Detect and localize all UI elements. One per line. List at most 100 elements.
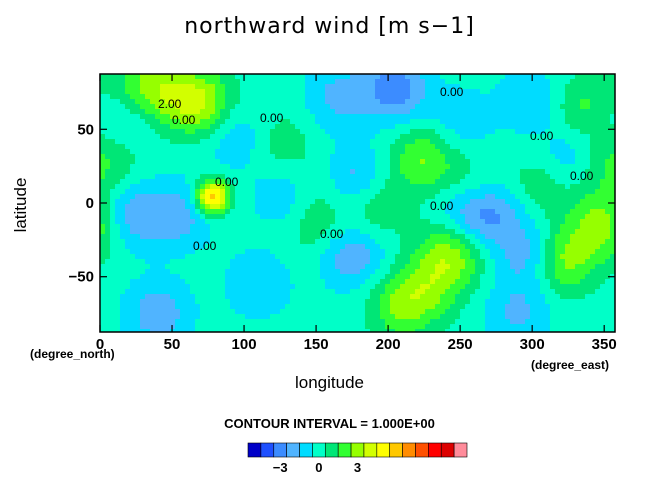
field-cell [420,169,426,175]
field-cell [215,204,221,210]
field-cell [335,189,341,195]
field-cell [530,309,536,315]
field-cell [405,249,411,255]
field-cell [395,284,401,290]
field-cell [425,159,431,165]
field-cell [135,109,141,115]
field-cell [290,149,296,155]
field-cell [285,274,291,280]
field-cell [325,269,331,275]
field-cell [540,294,546,300]
field-cell [405,159,411,165]
field-cell [285,144,291,150]
field-cell [150,289,156,295]
field-cell [330,174,336,180]
field-cell [535,304,541,310]
field-cell [465,119,471,125]
field-cell [200,204,206,210]
field-cell [280,164,286,170]
field-cell [495,149,501,155]
field-cell [120,229,126,235]
field-cell [470,224,476,230]
field-cell [535,209,541,215]
field-cell [410,99,416,105]
field-cell [125,299,131,305]
field-cell [225,79,231,85]
field-cell [370,174,376,180]
field-cell [500,214,506,220]
field-cell [125,249,131,255]
field-cell [445,259,451,265]
field-cell [110,184,116,190]
field-cell [140,134,146,140]
field-cell [555,184,561,190]
field-cell [270,219,276,225]
field-cell [520,159,526,165]
field-cell [230,199,236,205]
field-cell [555,209,561,215]
field-cell [545,269,551,275]
field-cell [130,79,136,85]
field-cell [195,124,201,130]
field-cell [240,144,246,150]
field-cell [465,114,471,120]
field-cell [475,194,481,200]
field-cell [455,119,461,125]
field-cell [575,299,581,305]
field-cell [270,109,276,115]
field-cell [170,199,176,205]
field-cell [420,254,426,260]
field-cell [440,79,446,85]
field-cell [530,234,536,240]
field-cell [565,234,571,240]
field-cell [450,114,456,120]
field-cell [190,289,196,295]
field-cell [460,324,466,330]
field-cell [365,324,371,330]
field-cell [535,139,541,145]
field-cell [435,269,441,275]
field-cell [330,109,336,115]
field-cell [240,134,246,140]
field-cell [540,204,546,210]
field-cell [490,74,496,80]
field-cell [290,234,296,240]
field-cell [425,79,431,85]
field-cell [570,274,576,280]
field-cell [160,249,166,255]
field-cell [125,179,131,185]
field-cell [490,79,496,85]
field-cell [410,284,416,290]
field-cell [240,249,246,255]
field-cell [500,154,506,160]
field-cell [160,74,166,80]
field-cell [245,154,251,160]
field-cell [245,124,251,130]
field-cell [505,209,511,215]
field-cell [240,84,246,90]
field-cell [100,294,106,300]
field-cell [170,79,176,85]
field-cell [440,174,446,180]
field-cell [185,279,191,285]
field-cell [290,224,296,230]
field-cell [315,119,321,125]
field-cell [160,229,166,235]
field-cell [470,319,476,325]
field-cell [190,94,196,100]
field-cell [375,169,381,175]
field-cell [155,144,161,150]
field-cell [345,299,351,305]
field-cell [360,329,366,333]
field-cell [210,294,216,300]
field-cell [100,109,106,115]
field-cell [110,134,116,140]
field-cell [195,154,201,160]
field-cell [235,139,241,145]
field-cell [315,259,321,265]
field-cell [260,169,266,175]
field-cell [240,114,246,120]
field-cell [165,289,171,295]
field-cell [290,144,296,150]
field-cell [140,164,146,170]
